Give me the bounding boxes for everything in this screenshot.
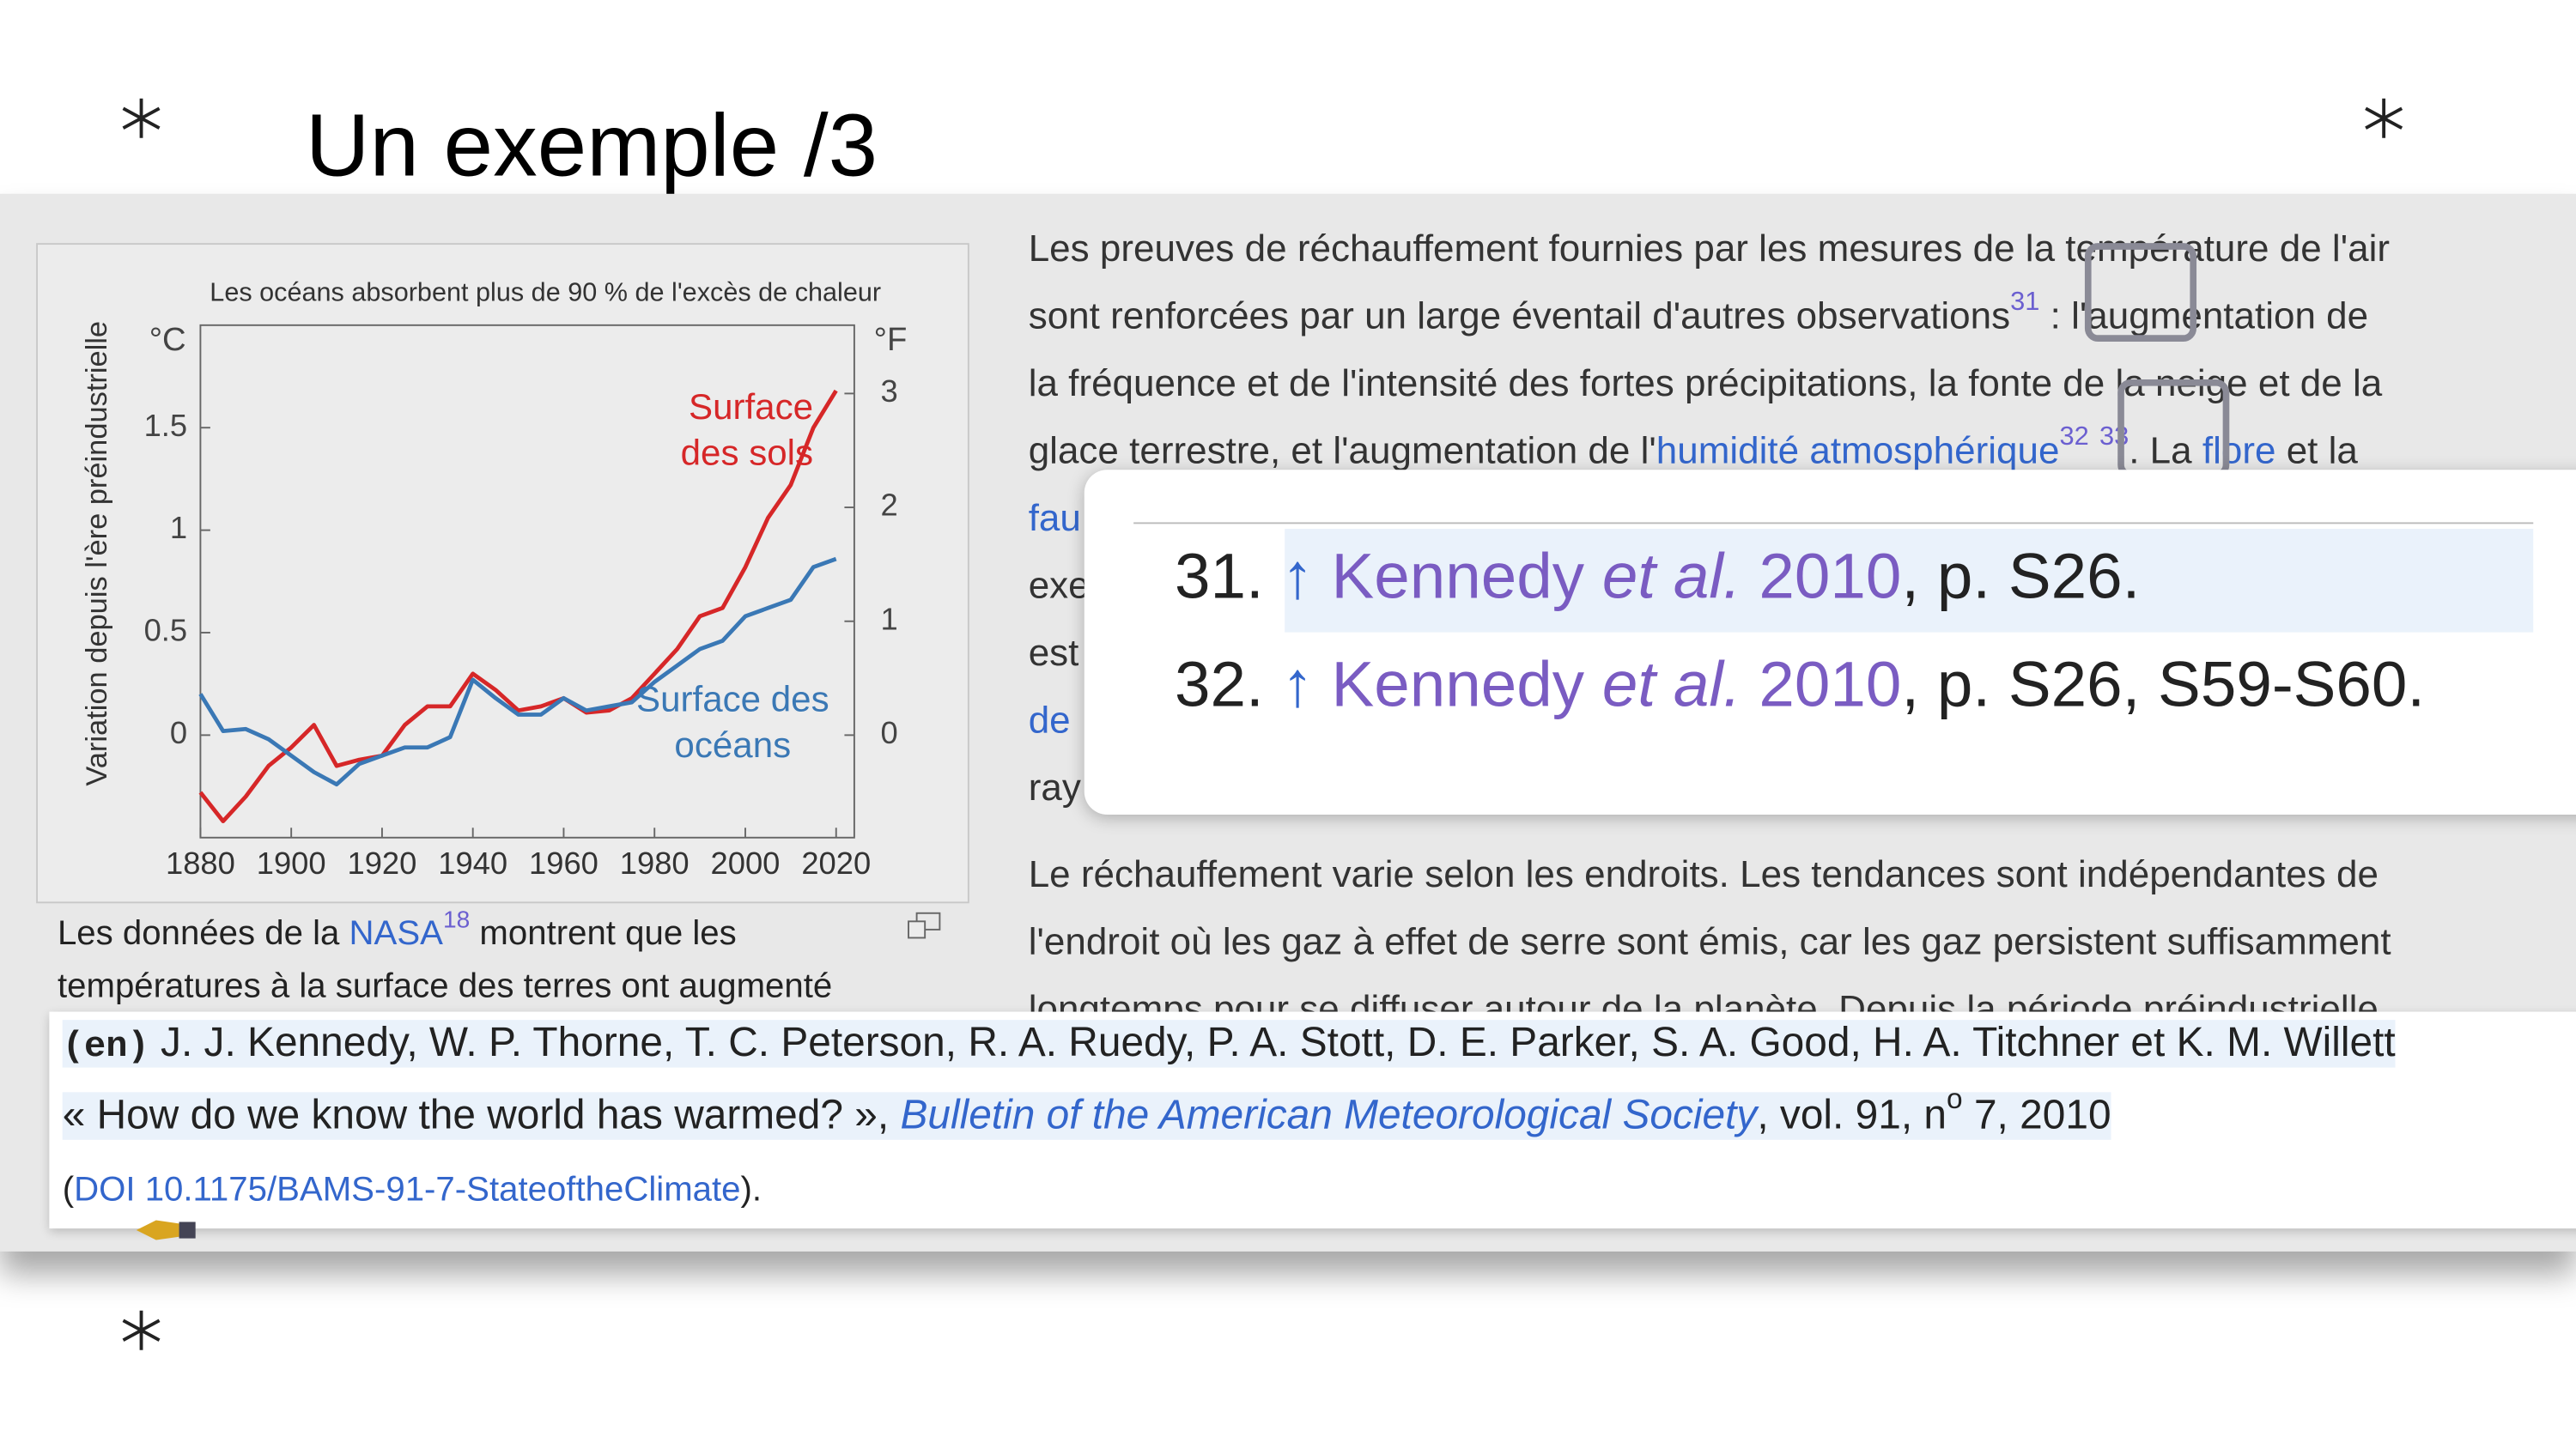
slide-title: Un exemple /3: [305, 96, 878, 196]
x-tick-label: 1920: [348, 846, 417, 881]
reference-popup: 31. ↑ Kennedy et al. 2010, p. S26. 32. ↑…: [1084, 470, 2576, 815]
x-tick-label: 1940: [438, 846, 507, 881]
link[interactable]: 2010: [1759, 542, 1902, 613]
y2-tick-label: 3: [881, 373, 898, 409]
star: [122, 98, 2403, 1350]
series-label: Surface des océans: [636, 678, 829, 766]
series-label: Surface des océans: [636, 678, 829, 766]
x-tick-label: 2000: [711, 846, 781, 881]
details: , vol. 91, n: [1757, 1092, 1947, 1138]
text: ray: [1028, 765, 1081, 809]
series-label: Surface des sols: [680, 385, 814, 474]
text: Le réchauffement varie selon les endroit…: [1028, 852, 2379, 895]
y-tick-label: 0.5: [144, 613, 188, 648]
pages: , p. S26, S59-S60.: [1901, 650, 2426, 721]
reference[interactable]: 32: [2059, 421, 2089, 452]
pages: , p. S26.: [1901, 542, 2141, 613]
back-arrow[interactable]: ↑: [1281, 650, 1314, 721]
punctuation: ).: [740, 1171, 762, 1210]
x-tick-label: 1880: [166, 846, 235, 881]
separator: [1133, 522, 2534, 524]
text: Les preuves de réchauffement fournies pa…: [1028, 227, 2391, 270]
citation-line: (DOI 10.1175/BAMS-91-7-StateoftheClimate…: [63, 1171, 762, 1289]
chart-title: Les océans absorbent plus de 90 % de l'e…: [210, 278, 881, 307]
data-line: [198, 556, 837, 787]
link[interactable]: de: [1028, 698, 1071, 741]
caption-text: températures à la surface des terres ont…: [57, 967, 833, 1005]
text: exe: [1028, 563, 1090, 606]
link[interactable]: Bulletin of the American Meteorological …: [900, 1092, 1758, 1138]
reference[interactable]: 18: [442, 907, 471, 935]
link[interactable]: fau: [1028, 495, 1081, 539]
star: [122, 98, 161, 138]
x-tick-label: 1980: [620, 846, 690, 881]
y2-tick-label: 1: [881, 601, 898, 636]
x-tick-label: 1960: [529, 846, 598, 881]
plot-area: [199, 324, 855, 839]
x-tick-label: 1900: [257, 846, 326, 881]
citation-line: « How do we know the world has warmed? »…: [62, 1084, 2111, 1140]
link[interactable]: Kennedy: [1331, 542, 1585, 613]
text: . La: [2129, 428, 2202, 472]
text-line: Les preuves de réchauffement fournies pa…: [1029, 227, 2390, 271]
link[interactable]: DOI 10.1175/BAMS-91-7-StateoftheClimate: [74, 1171, 741, 1210]
ref-number: 31.: [1174, 542, 1264, 613]
star: [122, 1310, 161, 1350]
y-unit: °C: [149, 321, 186, 358]
text: la fréquence et de l'intensité des forte…: [1028, 361, 2383, 404]
y-tick-label: 1.5: [144, 408, 188, 443]
reference-row: 32. ↑ Kennedy et al. 2010, p. S26, S59-S…: [1175, 651, 2425, 723]
enlarge-icon[interactable]: [907, 912, 943, 941]
details: 7, 2010: [1962, 1092, 2111, 1138]
link[interactable]: flore: [2202, 428, 2276, 472]
y2-tick-label: 0: [881, 715, 898, 750]
reference-row: 31. ↑ Kennedy et al. 2010, p. S26.: [1175, 542, 2140, 614]
data-line: [198, 389, 838, 824]
y-tick-label: 1: [170, 510, 187, 545]
y2-unit: °F: [874, 321, 908, 358]
authors: J. J. Kennedy, W. P. Thorne, T. C. Peter…: [161, 1020, 2396, 1066]
caption-text: montrent que les: [479, 914, 737, 953]
link[interactable]: humidité atmosphérique: [1656, 428, 2060, 472]
link[interactable]: et al.: [1601, 650, 1741, 721]
text-line: la fréquence et de l'intensité des forte…: [1029, 361, 2383, 406]
ref-number: 32.: [1174, 650, 1264, 721]
language: (en): [62, 1026, 149, 1068]
link[interactable]: Kennedy: [1331, 650, 1585, 721]
punctuation: (: [62, 1171, 75, 1210]
x-tick-label: 2020: [801, 846, 871, 881]
text: est: [1028, 630, 1079, 674]
text: et la: [2275, 428, 2358, 472]
link[interactable]: NASA: [349, 914, 443, 953]
caption-text: Les données de la: [57, 914, 340, 953]
link[interactable]: 2010: [1759, 650, 1902, 721]
text: l'endroit où les gaz à effet de serre so…: [1028, 919, 2391, 963]
star: [2365, 98, 2403, 138]
highlight-box: [2084, 243, 2197, 342]
y-axis-label: Variation depuis l'ère préindustrielle: [81, 321, 113, 786]
text: glace terrestre, et l'augmentation de l': [1028, 428, 1656, 472]
text: sont renforcées par un large éventail d'…: [1028, 294, 2011, 337]
text-line: glace terrestre, et l'augmentation de l'…: [1028, 423, 2358, 473]
chart: Les océans absorbent plus de 90 % de l'e…: [81, 278, 908, 881]
superscript: o: [1947, 1082, 1963, 1115]
edit-icon[interactable]: [133, 1217, 199, 1244]
citation-popup: (en) J. J. Kennedy, W. P. Thorne, T. C. …: [49, 1011, 2576, 1240]
series-label: Surface des sols: [680, 385, 814, 474]
figure-caption: Les données de la NASA18 montrent que le…: [58, 908, 832, 1013]
row-highlight: [1285, 529, 2534, 633]
link[interactable]: et al.: [1601, 542, 1741, 613]
reference[interactable]: 31: [2010, 287, 2040, 317]
citation-line: (en) J. J. Kennedy, W. P. Thorne, T. C. …: [62, 1020, 2396, 1068]
y2-tick-label: 2: [881, 488, 898, 523]
y-tick-label: 0: [170, 715, 187, 750]
back-arrow[interactable]: ↑: [1281, 542, 1314, 613]
article-title: « How do we know the world has warmed? »…: [62, 1092, 901, 1138]
